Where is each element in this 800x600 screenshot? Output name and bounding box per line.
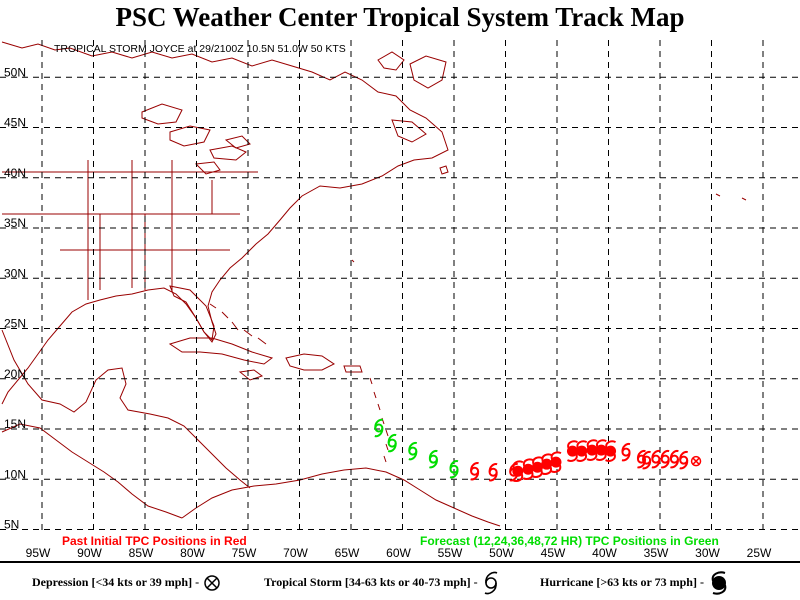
coastlines-and-borders (1, 41, 747, 527)
forecast-position-storm-icon (374, 418, 384, 438)
legend-hurricane-label: Hurricane [>63 kts or 73 mph] - (540, 575, 704, 589)
longitude-label: 40W (592, 546, 617, 560)
past-position-storm-icon (621, 442, 631, 462)
longitude-label: 90W (77, 546, 102, 560)
forecast-position-storm-icon (408, 441, 418, 461)
latitude-label: 20N (4, 367, 26, 381)
longitude-label: 35W (644, 546, 669, 560)
past-positions-note: Past Initial TPC Positions in Red (62, 534, 247, 548)
past-position-hurricane-icon (550, 451, 562, 473)
past-position-hurricane-icon (595, 439, 607, 461)
longitude-label: 25W (747, 546, 772, 560)
past-position-hurricane-icon (522, 458, 534, 480)
track-map: 5N 10N 15N 20N 25N 30N 35N 40N 45N 50N 95W 90W 85W 8… (0, 34, 800, 564)
forecast-position-storm-icon (387, 433, 397, 453)
latitude-labels: 5N 10N 15N 20N 25N 30N 35N 40N 45N 50N (4, 65, 26, 531)
longitude-label: 85W (129, 546, 154, 560)
tropical-storm-icon (484, 571, 498, 595)
forecast-positions-note: Forecast (12,24,36,48,72 HR) TPC Positio… (420, 534, 719, 548)
past-position-storm-icon (636, 449, 646, 469)
latitude-label: 40N (4, 166, 26, 180)
legend-depression: Depression [<34 kts or 39 mph] - (32, 570, 222, 594)
past-position-hurricane-icon (566, 440, 578, 462)
past-position-depression-icon (690, 455, 702, 467)
past-position-storm-icon (488, 463, 498, 482)
past-position-hurricane-icon (531, 456, 543, 478)
past-position-storm-icon (679, 450, 689, 470)
longitude-label: 95W (26, 546, 51, 560)
latitude-label: 30N (4, 266, 26, 280)
lat-lon-grid (0, 40, 800, 532)
depression-icon (204, 575, 220, 591)
longitude-label: 75W (232, 546, 257, 560)
track-markers (374, 418, 702, 482)
past-position-hurricane-icon (586, 439, 598, 461)
past-position-storm-icon (470, 462, 480, 481)
legend-bar: Depression [<34 kts or 39 mph] - Tropica… (0, 564, 800, 600)
longitude-label: 30W (695, 546, 720, 560)
legend-hurricane: Hurricane [>63 kts or 73 mph] - (540, 570, 731, 595)
storm-info: TROPICAL STORM JOYCE at 29/2100Z 10.5N 5… (54, 43, 346, 55)
legend-tropical-storm-label: Tropical Storm [34-63 kts or 40-73 mph] … (264, 575, 478, 589)
longitude-label: 55W (438, 546, 463, 560)
map-background (0, 34, 800, 564)
latitude-label: 10N (4, 467, 26, 481)
latitude-label: 45N (4, 116, 26, 130)
forecast-position-storm-icon (449, 460, 459, 479)
latitude-label: 50N (4, 65, 26, 79)
past-position-storm-icon (669, 449, 679, 469)
longitude-label: 80W (180, 546, 205, 560)
longitude-label: 45W (541, 546, 566, 560)
latitude-label: 5N (4, 518, 19, 532)
past-position-storm-icon (509, 463, 519, 482)
longitude-label: 50W (489, 546, 514, 560)
longitude-labels: 95W 90W 85W 80W 75W 70W 65W 60W 55W 50W 45W 40W 35W 3… (26, 546, 772, 560)
legend-depression-label: Depression [<34 kts or 39 mph] - (32, 575, 200, 589)
legend-tropical-storm: Tropical Storm [34-63 kts or 40-73 mph] … (264, 570, 501, 595)
past-position-hurricane-icon (576, 440, 588, 462)
latitude-label: 15N (4, 417, 26, 431)
forecast-position-storm-icon (428, 449, 438, 469)
past-position-storm-icon (660, 449, 670, 469)
hurricane-icon (711, 571, 727, 595)
past-position-hurricane-icon (605, 440, 617, 462)
longitude-label: 70W (283, 546, 308, 560)
past-position-hurricane-icon (541, 453, 553, 475)
latitude-label: 35N (4, 216, 26, 230)
longitude-label: 60W (386, 546, 411, 560)
past-position-storm-icon (651, 449, 661, 469)
past-position-storm-icon (642, 450, 652, 470)
latitude-label: 25N (4, 317, 26, 331)
map-title: PSC Weather Center Tropical System Track… (115, 2, 685, 32)
longitude-label: 65W (335, 546, 360, 560)
